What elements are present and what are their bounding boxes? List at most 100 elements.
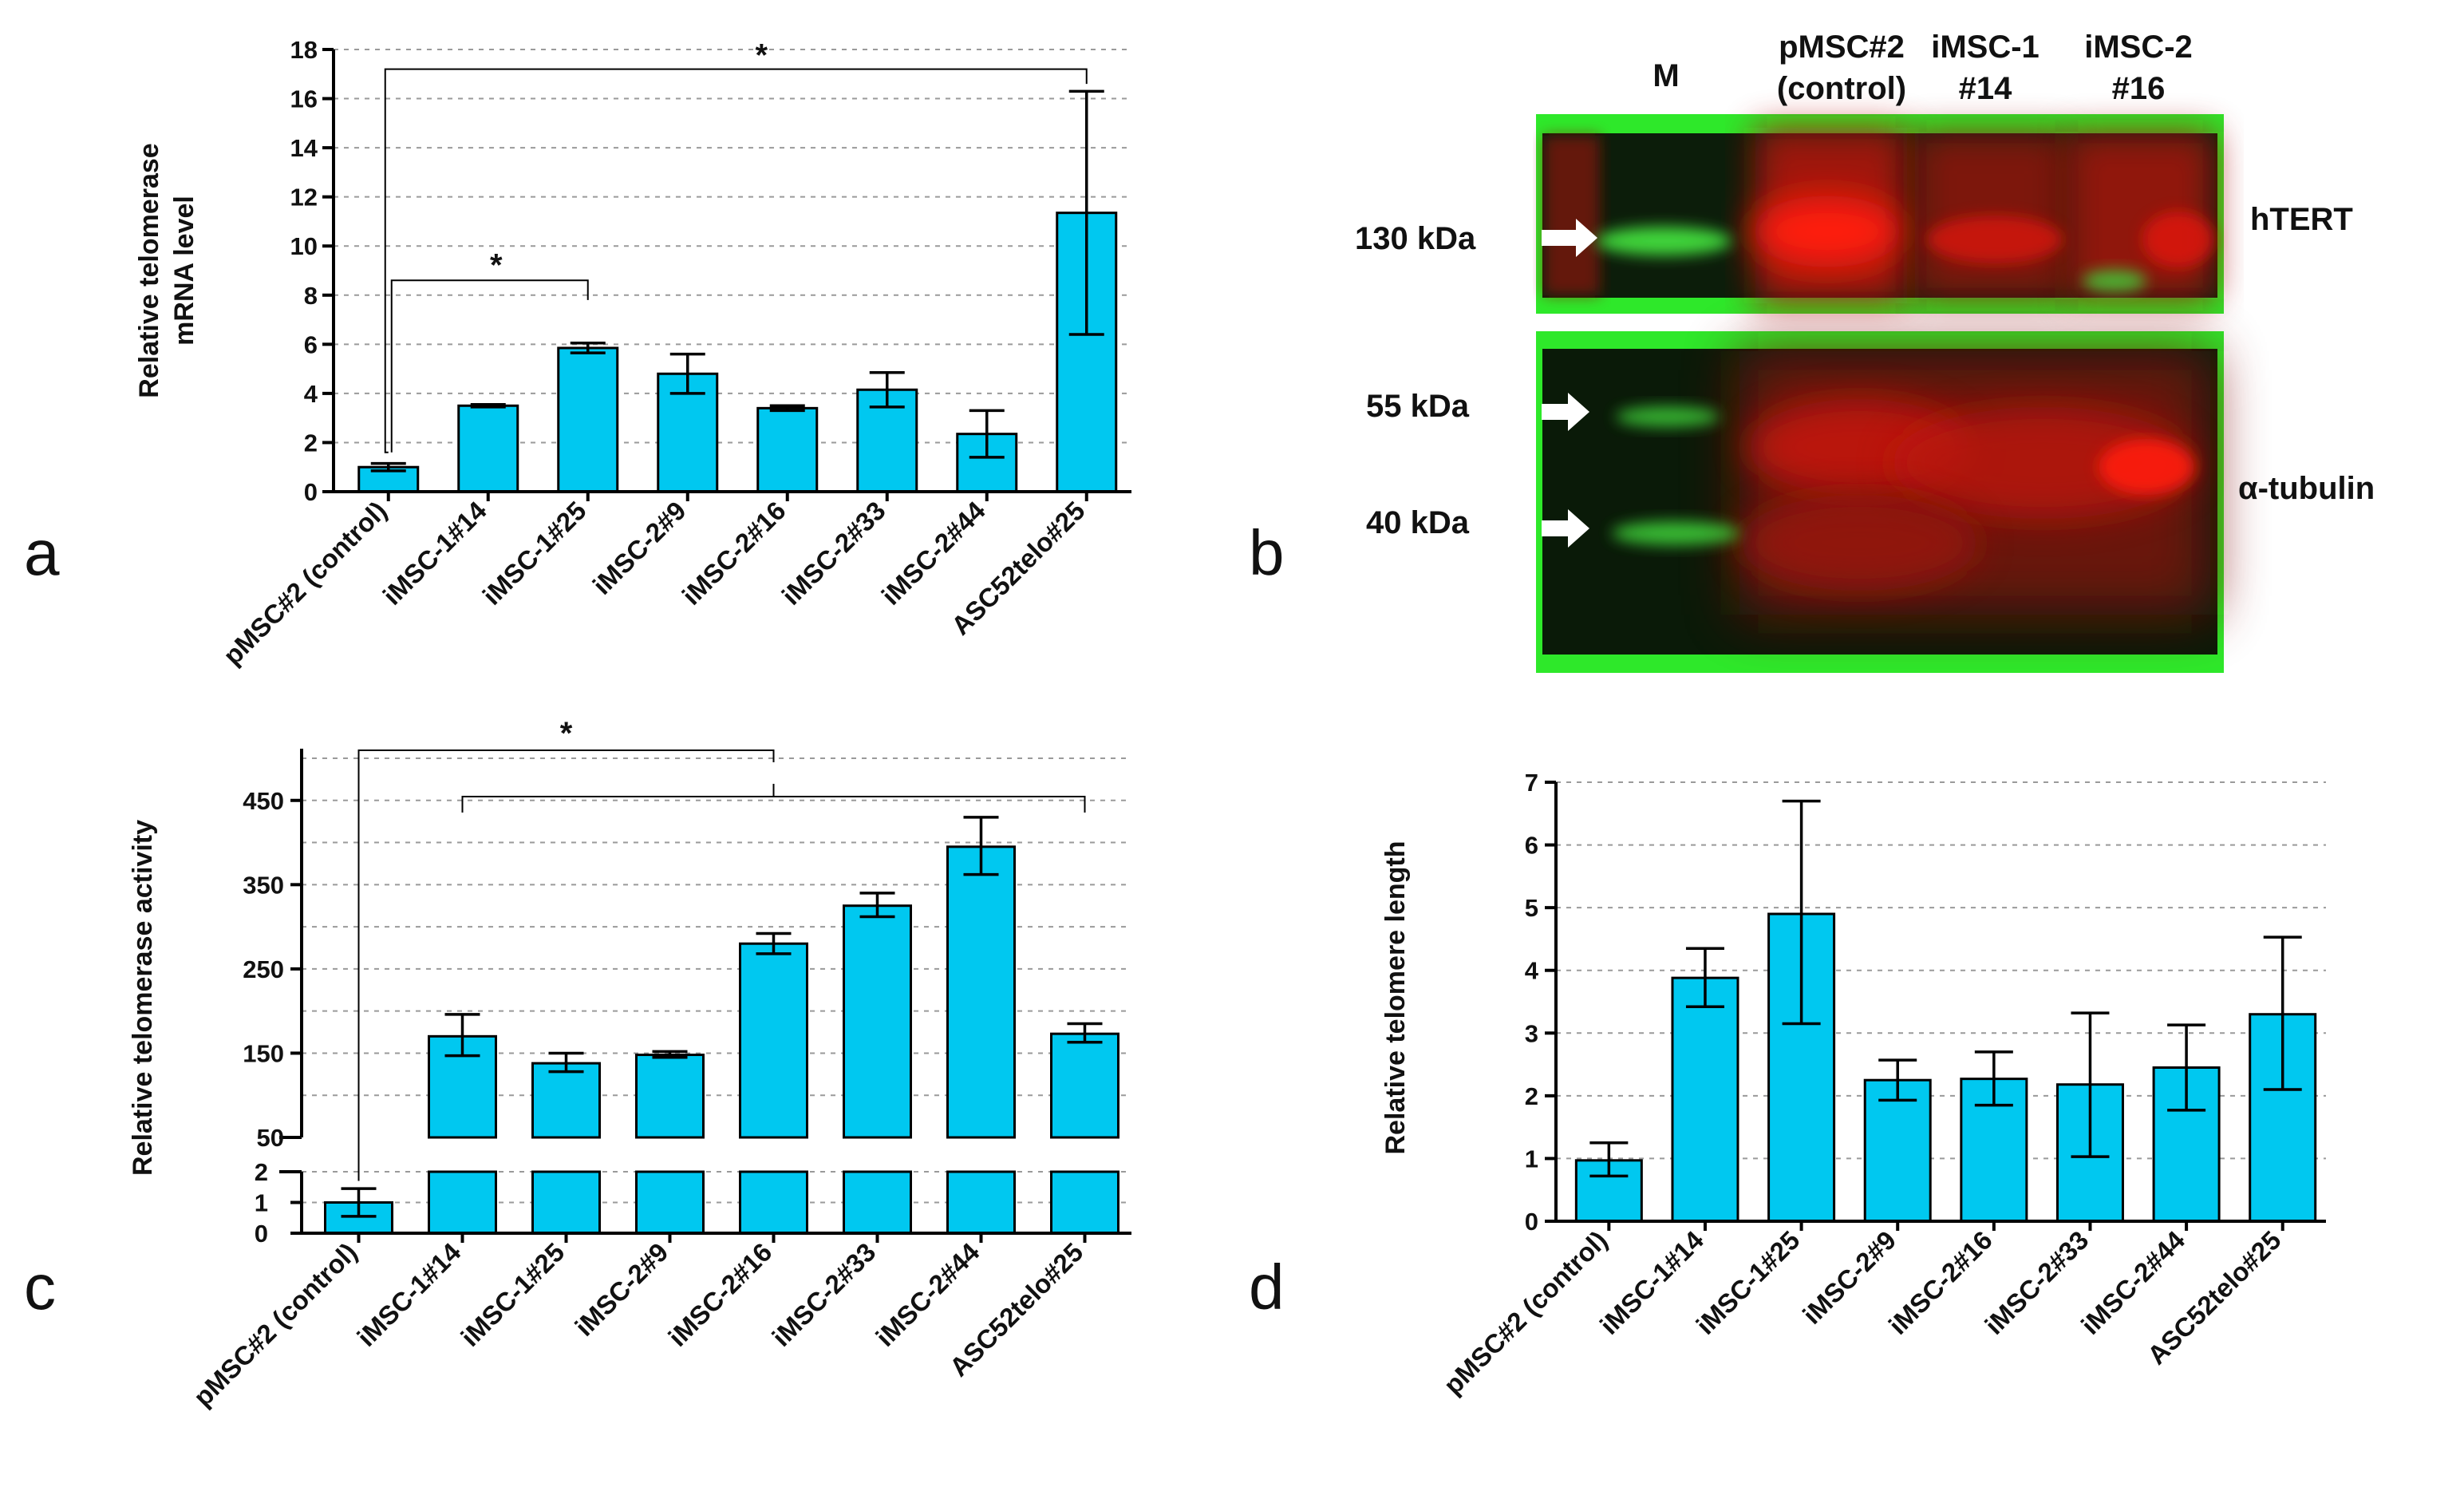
bar <box>1671 976 1739 1223</box>
western-blot-panel: M pMSC#2 (control) iMSC-1 #14 iMSC-2 #16… <box>1249 30 2375 673</box>
y-tick-label: 2 <box>255 1158 268 1186</box>
category-label: pMSC#2 (control) <box>1438 1225 1613 1400</box>
lane-label-imsc2: iMSC-2 <box>2084 30 2193 65</box>
bar-lower-segment <box>739 1170 808 1235</box>
blot-membrane-upper <box>1536 114 2224 314</box>
chart-panel-a: 0 2 4 6 8 10 12 14 16 18 Relative telomerase mRNA l… <box>24 36 1131 670</box>
y-tick-label: 150 <box>243 1039 284 1067</box>
chart-panel-c: 50 150 250 350 450 0 1 2 Relative telomerase act… <box>24 716 1131 1412</box>
y-tick-label: 10 <box>290 232 318 260</box>
lane-label-imsc1-14: #14 <box>1959 71 2012 106</box>
y-axis-label: Relative telomere length <box>1380 840 1411 1154</box>
lane-label-m: M <box>1653 58 1679 93</box>
lane-label-pmsc2-control: (control) <box>1777 71 1906 106</box>
y-tick-label: 250 <box>243 955 284 983</box>
category-label: iMSC-2#16 <box>677 496 792 611</box>
blot-marker-band-130 <box>1596 227 1732 255</box>
bar-lower-segment <box>531 1170 601 1235</box>
y-axis-label-line1: Relative telomerase <box>134 143 164 397</box>
y-tick-label: 2 <box>304 429 318 457</box>
bar <box>557 346 619 493</box>
blot-marker-band-55 <box>1616 406 1720 427</box>
target-label-tubulin: α-tubulin <box>2238 471 2375 506</box>
category-label: iMSC-1#25 <box>1690 1225 1805 1340</box>
y-tick-label: 450 <box>243 787 284 815</box>
category-label: pMSC#2 (control) <box>217 496 392 670</box>
blot-membrane-lower <box>1536 331 2224 673</box>
category-label: iMSC-1#14 <box>1594 1224 1710 1340</box>
y-tick-label: 8 <box>304 282 318 310</box>
category-label: iMSC-2#9 <box>1797 1225 1901 1330</box>
significance-star: * <box>755 38 768 73</box>
category-label: iMSC-2#33 <box>766 1237 881 1352</box>
bar-lower-segment <box>843 1170 912 1235</box>
significance-star: * <box>490 247 503 283</box>
chart-panel-d: 0 1 2 3 4 5 6 7 Relative telomere length pMSC#2 (… <box>1249 769 2326 1400</box>
blot-marker-40: 40 kDa <box>1366 505 1589 548</box>
y-tick-label: 7 <box>1525 769 1538 797</box>
bar <box>531 1062 601 1139</box>
category-label: iMSC-2#9 <box>569 1237 673 1342</box>
y-tick-label: 0 <box>1525 1208 1538 1236</box>
arrow-icon-55 <box>1542 393 1589 431</box>
panel-label-d: d <box>1249 1252 1285 1323</box>
y-tick-label: 1 <box>255 1189 268 1217</box>
bar <box>756 406 819 493</box>
y-tick-label: 0 <box>304 478 318 506</box>
lane-label-pmsc2: pMSC#2 <box>1779 30 1905 65</box>
blot-lane-labels: M pMSC#2 (control) iMSC-1 #14 iMSC-2 #16 <box>1653 30 2192 106</box>
blot-red-signal-lower <box>1739 351 2210 615</box>
category-label: iMSC-1#14 <box>351 1236 467 1352</box>
category-label: iMSC-1#14 <box>377 495 493 611</box>
blot-marker-55: 55 kDa <box>1366 389 1589 431</box>
y-tick-label: 1 <box>1525 1145 1538 1173</box>
category-label: iMSC-2#9 <box>586 496 691 600</box>
bar-lower-segment <box>946 1170 1016 1235</box>
category-label: pMSC#2 (control) <box>188 1237 362 1412</box>
bar <box>843 904 912 1139</box>
category-label: iMSC-2#16 <box>662 1237 777 1352</box>
category-label: iMSC-1#25 <box>455 1237 570 1352</box>
marker-label-130: 130 kDa <box>1355 221 1476 256</box>
y-tick-label: 16 <box>290 85 318 113</box>
y-tick-label: 6 <box>1525 832 1538 860</box>
bar <box>457 404 519 493</box>
y-tick-label: 0 <box>255 1220 268 1248</box>
blot-red-signal-upper <box>1544 128 2214 303</box>
y-tick-label: 4 <box>1525 957 1539 985</box>
marker-label-40: 40 kDa <box>1366 505 1470 540</box>
significance-bracket-group <box>461 784 1086 813</box>
bar <box>739 942 808 1139</box>
y-tick-label: 5 <box>1525 894 1538 922</box>
blot-marker-130: 130 kDa <box>1355 219 1597 257</box>
category-label: iMSC-2#16 <box>1883 1225 1998 1340</box>
bar <box>946 845 1016 1139</box>
bar-lower-segment <box>635 1170 705 1235</box>
arrow-icon-40 <box>1542 509 1589 548</box>
y-tick-label: 14 <box>290 134 318 162</box>
bar-lower-segment <box>1050 1170 1119 1235</box>
blot-marker-band-40 <box>1612 521 1739 545</box>
significance-bracket-control <box>357 749 775 1181</box>
category-label: iMSC-2#44 <box>870 1236 985 1352</box>
target-label-htert: hTERT <box>2250 202 2353 237</box>
bar-lower-segment <box>428 1170 497 1235</box>
arrow-icon-130 <box>1542 219 1597 257</box>
lane-label-imsc1: iMSC-1 <box>1931 30 2040 65</box>
panel-label-c: c <box>24 1252 56 1323</box>
category-label: iMSC-2#33 <box>1979 1225 2094 1340</box>
marker-label-55: 55 kDa <box>1366 389 1470 424</box>
significance-bracket-inner <box>390 279 589 453</box>
y-axis-label-line2: mRNA level <box>169 196 199 346</box>
panel-label-b: b <box>1249 517 1285 588</box>
significance-star: * <box>560 716 573 751</box>
y-tick-label: 18 <box>290 36 318 64</box>
lane-label-imsc2-16: #16 <box>2112 71 2166 106</box>
y-tick-label: 6 <box>304 330 318 358</box>
y-tick-label: 350 <box>243 871 284 899</box>
y-axis-label: Relative telomerase activity <box>128 820 158 1176</box>
bar <box>1050 1032 1119 1139</box>
y-tick-label: 2 <box>1525 1082 1538 1110</box>
bar <box>635 1054 705 1139</box>
